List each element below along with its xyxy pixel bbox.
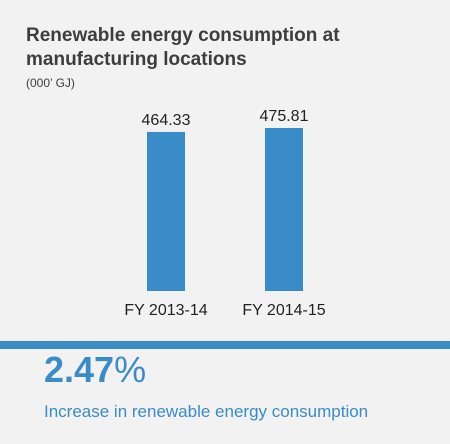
divider-bar [0, 341, 450, 349]
bar-1 [265, 128, 303, 291]
data-label-0: 464.33 [142, 112, 191, 129]
stat-unit: % [114, 349, 147, 390]
category-label-0: FY 2013-14 [124, 302, 207, 319]
stat-value: 2.47 [44, 349, 115, 390]
data-label-1: 475.81 [260, 108, 309, 125]
bar-0 [147, 131, 185, 291]
bar-chart: 464.33 FY 2013-14 475.81 FY 2014-15 [124, 108, 325, 319]
unit-label: (000’ GJ) [26, 76, 75, 90]
chart-title: Renewable energy consumption at manufact… [26, 25, 340, 70]
category-label-1: FY 2014-15 [242, 302, 325, 319]
stat-caption: Increase in renewable energy consumption [44, 402, 369, 421]
summary-stat: 2.47% [44, 352, 146, 388]
